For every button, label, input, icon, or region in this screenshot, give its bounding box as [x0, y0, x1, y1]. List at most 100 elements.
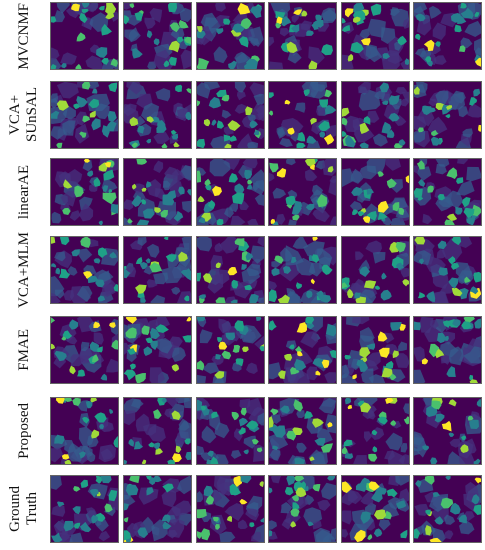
map-abundance-blob [178, 20, 189, 29]
map-texture-region [435, 196, 454, 212]
map-abundance-blob [381, 121, 392, 134]
map-abundance-blob [292, 502, 300, 510]
abundance-map-panel [341, 316, 410, 384]
map-texture-region [55, 10, 66, 23]
map-abundance-blob [89, 341, 99, 352]
map-abundance-blob [360, 402, 372, 413]
map-texture-region [51, 276, 65, 297]
map-abundance-blob [461, 435, 467, 441]
map-texture-region [219, 531, 236, 542]
map-abundance-blob [51, 110, 60, 119]
map-texture-region [374, 90, 386, 100]
map-texture-region [171, 286, 181, 295]
map-abundance-blob [316, 290, 324, 300]
map-texture-region [281, 517, 292, 530]
map-abundance-blob [233, 476, 243, 488]
map-abundance-blob [113, 436, 118, 448]
map-abundance-blob [474, 477, 481, 484]
map-abundance-blob [133, 441, 144, 450]
abundance-map-image [342, 237, 409, 303]
map-abundance-blob [417, 291, 426, 299]
map-abundance-blob [444, 219, 455, 225]
map-abundance-blob [162, 521, 172, 530]
map-texture-region [99, 421, 114, 432]
abundance-map-panel [50, 236, 119, 304]
map-texture-region [221, 109, 232, 119]
map-abundance-blob [77, 369, 86, 377]
map-texture-region [51, 93, 59, 103]
map-texture-region [352, 317, 370, 325]
abundance-map-image [342, 476, 409, 542]
map-abundance-blob [197, 30, 206, 39]
map-abundance-blob [256, 447, 263, 453]
map-texture-region [153, 272, 169, 285]
map-abundance-blob [150, 340, 158, 350]
map-abundance-blob [342, 131, 347, 138]
map-abundance-blob [232, 344, 241, 353]
map-texture-region [238, 519, 248, 530]
map-abundance-blob [108, 82, 118, 93]
map-abundance-blob [75, 63, 82, 69]
row-label: VCA+ SUnSAL [4, 81, 44, 149]
map-abundance-blob [93, 321, 101, 329]
map-abundance-blob [82, 271, 93, 278]
map-abundance-blob [320, 294, 332, 303]
map-abundance-blob [442, 320, 451, 328]
map-abundance-blob [432, 492, 441, 497]
map-texture-region [210, 254, 223, 272]
map-abundance-blob [137, 527, 149, 539]
map-texture-region [171, 500, 191, 517]
map-abundance-blob [97, 295, 106, 302]
map-texture-region [51, 504, 66, 517]
map-abundance-blob [59, 237, 70, 246]
map-abundance-blob [342, 25, 351, 33]
abundance-map-image [269, 3, 336, 69]
map-abundance-blob [450, 502, 461, 515]
map-abundance-blob [198, 294, 206, 300]
map-abundance-blob [166, 190, 177, 200]
map-abundance-blob [350, 41, 364, 54]
map-abundance-blob [416, 160, 425, 170]
map-abundance-blob [306, 290, 313, 299]
map-abundance-blob [132, 48, 143, 59]
map-abundance-blob [290, 521, 297, 528]
map-abundance-blob [344, 452, 354, 460]
map-abundance-blob [414, 187, 423, 199]
map-abundance-blob [101, 58, 109, 65]
abundance-map-panel [196, 316, 265, 384]
map-abundance-blob [76, 32, 86, 42]
map-abundance-blob [304, 485, 309, 492]
map-abundance-blob [228, 60, 237, 69]
map-abundance-blob [249, 5, 263, 19]
map-abundance-blob [146, 116, 154, 123]
map-abundance-blob [125, 327, 137, 339]
map-abundance-blob [136, 219, 150, 225]
map-texture-region [56, 82, 79, 99]
map-abundance-blob [149, 262, 163, 273]
map-abundance-blob [197, 195, 205, 203]
map-abundance-blob [171, 129, 177, 135]
map-abundance-blob [353, 16, 361, 23]
map-abundance-blob [414, 237, 426, 245]
map-texture-region [51, 47, 60, 60]
map-texture-region [271, 476, 282, 484]
abundance-map-panel [413, 475, 482, 543]
map-abundance-blob [51, 343, 56, 350]
map-abundance-blob [466, 216, 476, 225]
map-texture-region [269, 172, 275, 182]
map-texture-region [85, 55, 104, 69]
map-abundance-blob [304, 410, 314, 419]
map-abundance-blob [197, 360, 205, 371]
map-abundance-blob [141, 187, 147, 192]
abundance-map-image [124, 237, 191, 303]
map-texture-region [449, 438, 461, 448]
map-abundance-blob [149, 327, 160, 340]
map-abundance-blob [281, 16, 292, 27]
map-abundance-blob [146, 138, 152, 144]
map-texture-region [429, 319, 439, 330]
map-texture-region [202, 362, 220, 374]
map-abundance-blob [137, 125, 145, 134]
map-texture-region [455, 261, 473, 282]
map-abundance-blob [294, 457, 305, 464]
map-texture-region [398, 341, 408, 352]
